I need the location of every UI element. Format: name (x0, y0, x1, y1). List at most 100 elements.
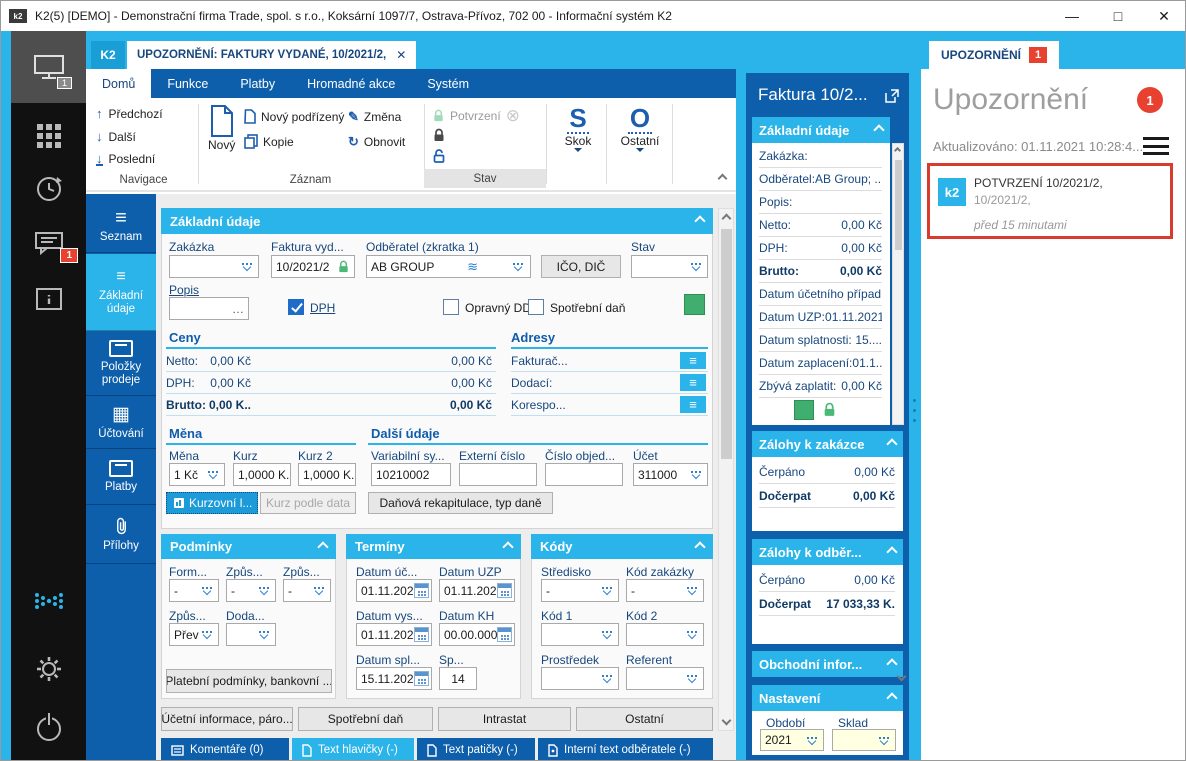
kurz-field[interactable]: 1,0000 K. (233, 463, 291, 486)
dropdown-icon[interactable] (688, 262, 703, 272)
obdobi-field[interactable]: 2021 (760, 729, 824, 751)
kurz-podle-data-button[interactable]: Kurz podle data (260, 492, 356, 514)
tab-document[interactable]: UPOZORNĚNÍ: FAKTURY VYDANÉ, 10/2021/2, ✕ (127, 41, 417, 69)
address-menu-button[interactable]: ≡ (680, 374, 706, 391)
minimize-button[interactable]: — (1065, 8, 1079, 24)
ucetni-informace-button[interactable]: Účetní informace, páro... (161, 707, 293, 731)
popis-field[interactable]: … (169, 297, 249, 320)
confirm-button[interactable]: Potvrzení ⊗ (432, 106, 520, 126)
sidebar-item-zakladni-udaje[interactable]: ≡ Základní údaje (86, 254, 156, 331)
intrastat-button[interactable]: Intrastat (438, 707, 571, 731)
tab-text-paticky[interactable]: Text patičky (-) (417, 738, 535, 760)
dropdown-icon[interactable] (199, 630, 214, 640)
jump-menu-button[interactable]: S Skok (554, 104, 602, 152)
sidebar-item-uctovani[interactable]: ▦ Účtování (86, 397, 156, 449)
faktura-field[interactable]: 10/2021/2 (271, 255, 355, 278)
dropdown-icon[interactable] (205, 470, 220, 480)
dropdown-icon[interactable] (599, 586, 614, 596)
kurz2-field[interactable]: 1,0000 K. (298, 463, 356, 486)
opravny-dd-checkbox[interactable] (443, 299, 459, 315)
platebni-podminky-button[interactable]: Platební podmínky, bankovní ... (166, 669, 332, 693)
variabilni-symbol-field[interactable]: 10210002 (371, 463, 451, 486)
zpusob2-field[interactable]: - (283, 579, 331, 602)
spotrebni-dan-checkbox[interactable] (528, 299, 544, 315)
calendar-icon[interactable] (413, 627, 429, 642)
ribbon-tab-funkce[interactable]: Funkce (167, 76, 209, 91)
datum-kh-field[interactable]: 00.00.000 (439, 623, 515, 646)
rail-item-info[interactable] (11, 279, 86, 319)
rail-item-settings[interactable] (11, 649, 86, 689)
ribbon-collapse-icon[interactable] (717, 173, 728, 184)
forma-field[interactable]: - (169, 579, 219, 602)
ribbon-tab-system[interactable]: Systém (427, 76, 470, 91)
externi-cislo-field[interactable] (459, 463, 537, 486)
sidebar-item-seznam[interactable]: ≡ Seznam (86, 201, 156, 253)
copy-button[interactable]: Kopie (244, 134, 294, 149)
other-menu-button[interactable]: O Ostatní (612, 104, 668, 152)
unlock-record-button[interactable] (432, 148, 446, 164)
dropdown-icon[interactable] (311, 586, 326, 596)
next-record-button[interactable]: ↓ Další (96, 129, 136, 144)
calendar-icon[interactable] (497, 627, 513, 642)
menu-icon[interactable] (1143, 137, 1169, 155)
lock-record-button[interactable] (432, 128, 446, 143)
card-header[interactable]: Zálohy k odběr... (752, 539, 903, 565)
cislo-objednavky-field[interactable] (545, 463, 623, 486)
new-child-button[interactable]: Nový podřízený (244, 109, 344, 124)
dph-checkbox[interactable] (288, 299, 304, 315)
zakazka-field[interactable] (169, 255, 259, 278)
ribbon-tab-platby[interactable]: Platby (240, 76, 276, 91)
datum-spl-field[interactable]: 15.11.202 (356, 667, 432, 690)
collapse-icon[interactable] (317, 540, 329, 553)
sidebar-item-polozky-prodeje[interactable]: Položky prodeje (86, 332, 156, 396)
edit-button[interactable]: ✎ Změna (348, 109, 401, 125)
danova-rekapitulace-button[interactable]: Daňová rekapitulace, typ daně (368, 492, 553, 514)
new-record-button[interactable]: Nový (208, 104, 235, 152)
panel-header-zakladni-udaje[interactable]: Základní údaje (161, 208, 713, 234)
main-scrollbar[interactable] (718, 208, 734, 731)
panel-header-kody[interactable]: Kódy (531, 534, 713, 559)
close-button[interactable]: ✕ (1158, 7, 1170, 24)
dropdown-icon[interactable] (684, 674, 699, 684)
scrollbar-thumb[interactable] (721, 229, 732, 459)
dropdown-icon[interactable] (688, 470, 703, 480)
rail-item-desktop[interactable]: 1 (11, 31, 86, 103)
dropdown-icon[interactable] (804, 736, 819, 745)
stav-field[interactable] (631, 255, 708, 278)
dropdown-icon[interactable] (684, 586, 699, 596)
dodaci-field[interactable] (226, 623, 276, 646)
sidebar-item-platby[interactable]: Platby (86, 450, 156, 505)
ico-dic-button[interactable]: IČO, DIČ (541, 255, 621, 278)
dropdown-icon[interactable] (256, 630, 271, 640)
panel-splitter[interactable] (909, 31, 921, 760)
datum-uc-field[interactable]: 01.11.202 (356, 579, 432, 602)
collapse-icon[interactable] (873, 124, 885, 136)
tab-interni-text[interactable]: Interní text odběratele (-) (538, 738, 713, 760)
rail-item-messages[interactable]: 1 (11, 223, 86, 263)
last-record-button[interactable]: ↓ Poslední (96, 152, 155, 166)
dropdown-icon[interactable] (511, 262, 526, 272)
dropdown-icon[interactable] (239, 262, 254, 272)
notification-card[interactable]: k2 POTVRZENÍ 10/2021/2, 10/2021/2, před … (927, 163, 1173, 239)
collapse-icon[interactable] (694, 215, 706, 227)
collapse-icon[interactable] (886, 438, 898, 450)
tab-komentare[interactable]: Komentáře (0) (161, 738, 289, 760)
collapse-icon[interactable] (886, 546, 898, 558)
kod2-field[interactable] (626, 623, 704, 646)
previous-record-button[interactable]: ↑ Předchozí (96, 106, 163, 121)
rail-collapse-arrow[interactable] (11, 341, 18, 353)
dropdown-icon[interactable] (256, 586, 271, 596)
tab-close-icon[interactable]: ✕ (396, 48, 407, 62)
spotrebni-dan-button[interactable]: Spotřební daň (298, 707, 433, 731)
tab-upozorneni[interactable]: UPOZORNĚNÍ 1 (929, 41, 1060, 69)
datum-vys-field[interactable]: 01.11.202 (356, 623, 432, 646)
card-header[interactable]: Základní údaje (752, 117, 890, 143)
kod-zakazky-field[interactable]: - (626, 579, 704, 602)
prostredek-field[interactable] (541, 667, 619, 690)
odberatel-field[interactable]: AB GROUP ≋ (366, 255, 531, 278)
address-menu-button[interactable]: ≡ (680, 396, 706, 413)
kurzovni-listek-button[interactable]: Kurzovní l... (166, 492, 258, 514)
dropdown-icon[interactable] (599, 630, 614, 640)
maximize-button[interactable]: □ (1113, 8, 1123, 24)
ribbon-tab-domu[interactable]: Domů (86, 69, 152, 98)
